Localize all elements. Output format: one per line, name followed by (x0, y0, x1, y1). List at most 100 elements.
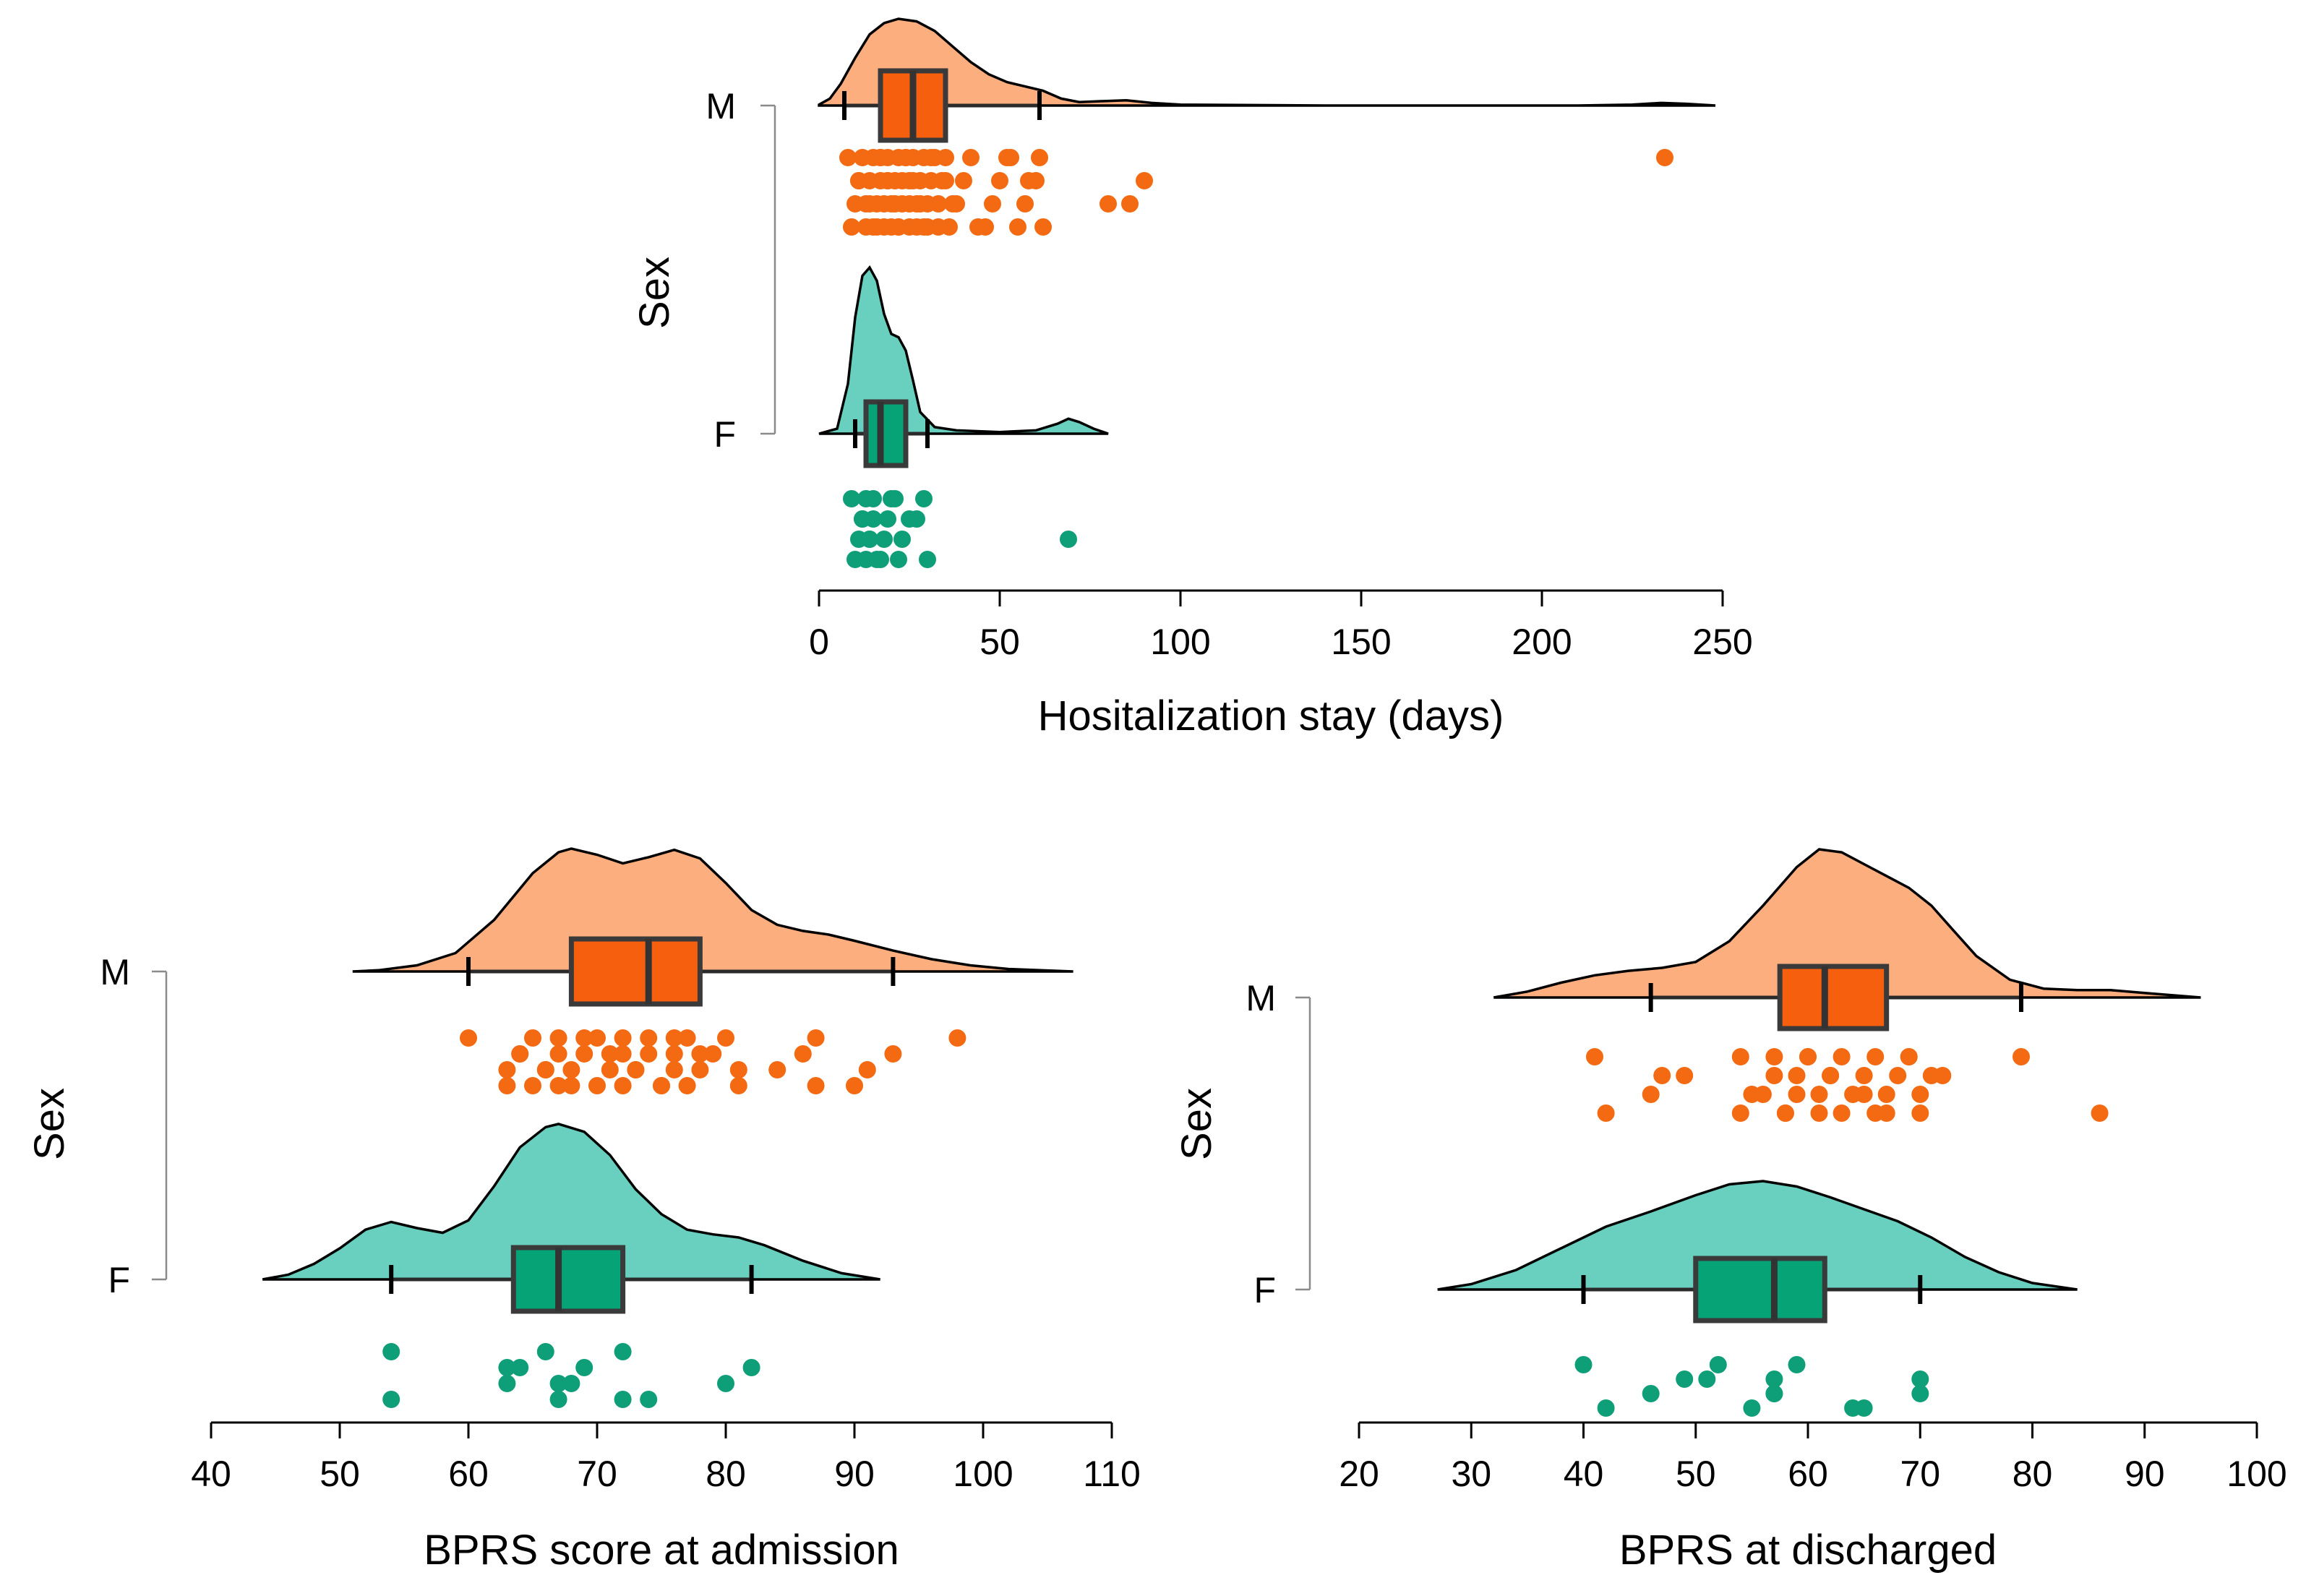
data-point-f (575, 1359, 593, 1376)
data-point-m (937, 172, 954, 189)
data-point-m (665, 1045, 683, 1063)
data-point-m (601, 1045, 619, 1063)
data-point-m (601, 1061, 619, 1078)
data-point-m (962, 149, 980, 166)
x-tick-label: 30 (1451, 1454, 1491, 1494)
data-point-m (1911, 1086, 1929, 1103)
data-point-f (890, 551, 907, 568)
x-tick-label: 40 (191, 1454, 231, 1494)
data-point-f (1788, 1356, 1806, 1373)
data-point-m (614, 1029, 632, 1047)
data-point-m (991, 172, 1008, 189)
x-axis-title: BPRS at discharged (1619, 1527, 1997, 1574)
data-point-f (886, 490, 904, 507)
box-m (568, 936, 703, 1007)
data-point-f (511, 1359, 529, 1376)
data-point-f (549, 1375, 567, 1392)
data-point-m (549, 1045, 567, 1063)
data-point-m (977, 218, 994, 236)
density-layer (262, 847, 1073, 1281)
data-point-f (549, 1391, 567, 1408)
data-point-m (768, 1061, 786, 1078)
data-point-m (1676, 1067, 1694, 1084)
data-point-m (729, 1061, 747, 1078)
data-point-m (1855, 1086, 1873, 1103)
x-tick-label: 100 (953, 1454, 1013, 1494)
data-point-m (794, 1045, 812, 1063)
x-tick-label: 80 (706, 1454, 746, 1494)
data-point-f (382, 1391, 400, 1408)
data-point-m (717, 1029, 734, 1047)
density-f (262, 1123, 880, 1281)
data-point-f (893, 531, 911, 548)
data-point-m (1765, 1067, 1783, 1084)
x-tick-label: 0 (809, 622, 829, 662)
density-layer (1437, 848, 2201, 1291)
data-point-m (1100, 195, 1117, 213)
data-point-m (1656, 149, 1673, 166)
x-tick-label: 20 (1339, 1454, 1379, 1494)
panel-bprs-admission: M F Sex 40 50 60 70 80 90 100 110 BPRS score at… (26, 847, 1141, 1574)
data-point-m (524, 1077, 541, 1094)
data-point-m (678, 1077, 696, 1094)
data-point-m (1900, 1048, 1918, 1065)
data-point-m (460, 1029, 477, 1047)
data-point-m (729, 1077, 747, 1094)
data-point-m (839, 149, 857, 166)
x-axis-title: BPRS score at admission (424, 1527, 899, 1574)
category-label-m: M (1246, 978, 1276, 1018)
data-point-m (940, 218, 958, 236)
data-point-m (1877, 1086, 1895, 1103)
data-point-f (1597, 1399, 1615, 1417)
data-point-f (742, 1359, 760, 1376)
category-label-f: F (713, 414, 736, 455)
data-point-f (640, 1391, 658, 1408)
data-point-m (1653, 1067, 1671, 1084)
x-tick-label: 50 (980, 622, 1020, 662)
x-axis-ticks: 0 50 100 150 200 250 (809, 591, 1753, 662)
x-tick-label: 100 (1150, 622, 1210, 662)
box-f (1693, 1256, 1827, 1323)
x-tick-label: 110 (1083, 1454, 1141, 1494)
points-layer (839, 149, 1673, 568)
boxplot-layer (842, 68, 1042, 468)
data-point-m (678, 1029, 696, 1047)
data-point-m (498, 1061, 516, 1078)
data-point-m (665, 1061, 683, 1078)
x-tick-label: 90 (834, 1454, 875, 1494)
x-tick-label: 100 (2226, 1454, 2286, 1494)
data-point-m (665, 1029, 683, 1047)
data-point-m (858, 1061, 876, 1078)
data-point-m (1754, 1086, 1772, 1103)
data-point-m (948, 1029, 966, 1047)
data-point-f (908, 510, 925, 528)
data-point-m (1642, 1086, 1660, 1103)
data-point-m (930, 195, 947, 213)
data-point-m (1810, 1104, 1828, 1122)
data-point-f (1765, 1370, 1783, 1388)
data-point-m (1027, 172, 1045, 189)
data-point-m (1136, 172, 1153, 189)
x-tick-label: 50 (320, 1454, 360, 1494)
data-point-f (498, 1359, 516, 1376)
data-point-m (884, 1045, 902, 1063)
x-tick-label: 150 (1331, 622, 1391, 662)
data-point-f (614, 1343, 632, 1360)
data-point-m (846, 1077, 863, 1094)
x-tick-label: 60 (1788, 1454, 1828, 1494)
data-point-m (1855, 1067, 1873, 1084)
category-label-f: F (108, 1260, 130, 1300)
data-point-m (704, 1045, 722, 1063)
x-tick-label: 70 (577, 1454, 617, 1494)
data-point-f (879, 510, 896, 528)
data-point-m (1016, 195, 1034, 213)
data-point-f (1676, 1370, 1694, 1388)
x-axis-ticks: 20 30 40 50 60 70 80 90 100 (1339, 1423, 2287, 1494)
x-tick-label: 80 (2013, 1454, 2053, 1494)
x-axis-ticks: 40 50 60 70 80 90 100 110 (191, 1423, 1141, 1494)
data-point-f (614, 1391, 632, 1408)
data-point-m (955, 172, 972, 189)
data-point-m (1034, 218, 1052, 236)
data-point-f (1765, 1385, 1783, 1402)
data-point-m (627, 1061, 645, 1078)
